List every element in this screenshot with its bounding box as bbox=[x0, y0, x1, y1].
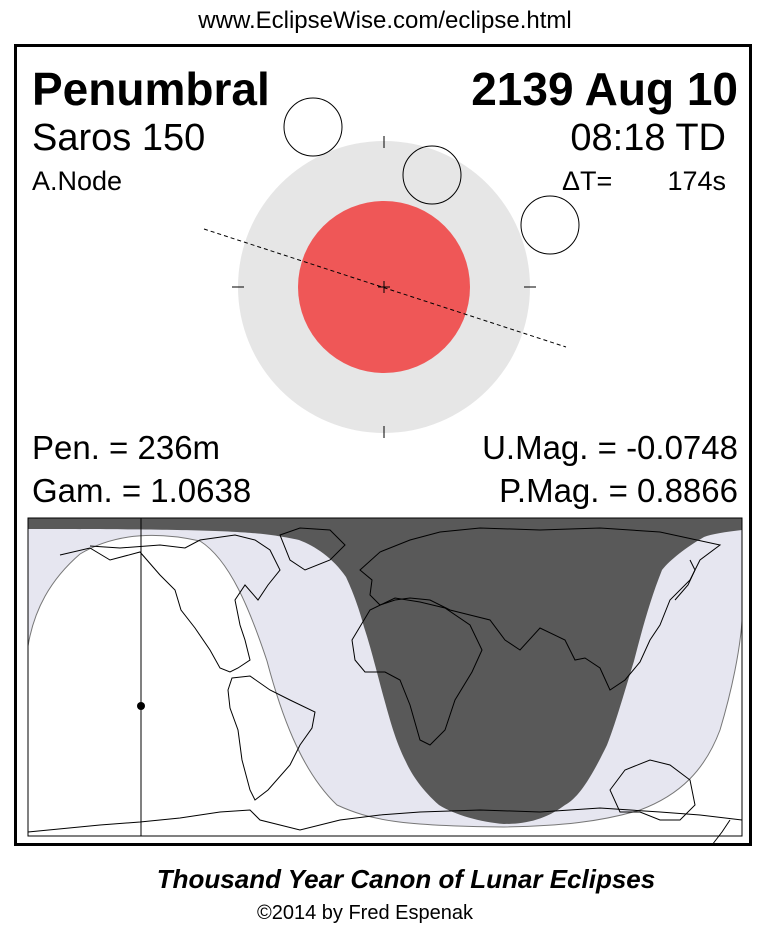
moon-greatest-eclipse bbox=[402, 145, 462, 205]
australia bbox=[609, 759, 696, 821]
map-border bbox=[27, 517, 743, 837]
japan bbox=[674, 559, 696, 601]
shadow-diagram bbox=[203, 97, 580, 438]
diagram-frame bbox=[14, 44, 752, 846]
greenland bbox=[279, 527, 346, 571]
umbral-magnitude: U.Mag. = -0.0748 bbox=[482, 429, 738, 466]
delta-t-value: 174s bbox=[667, 166, 726, 196]
visibility-map bbox=[27, 517, 743, 846]
eclipse-date: 2139 Aug 10 bbox=[471, 63, 738, 115]
saros-number: Saros 150 bbox=[32, 117, 206, 159]
night-region bbox=[28, 518, 742, 824]
greatest-eclipse-point bbox=[137, 702, 145, 710]
africa bbox=[351, 597, 483, 746]
node: A.Node bbox=[32, 166, 123, 196]
south-america bbox=[227, 675, 316, 801]
url-header: www.EclipseWise.com/eclipse.html bbox=[198, 7, 572, 34]
delta-t-label: ΔT= bbox=[562, 166, 613, 196]
no-eclipse-region bbox=[27, 534, 743, 837]
footer-title: Thousand Year Canon of Lunar Eclipses bbox=[156, 864, 656, 894]
eclipse-type: Penumbral bbox=[32, 63, 270, 115]
moon-path-line bbox=[203, 228, 567, 348]
antarctica-coast bbox=[27, 807, 743, 833]
penumbral-magnitude: P.Mag. = 0.8866 bbox=[499, 472, 738, 509]
eurasia bbox=[359, 527, 722, 691]
footer-copyright: ©2014 by Fred Espenak bbox=[257, 902, 473, 924]
north-america bbox=[59, 534, 281, 673]
coastlines bbox=[27, 527, 743, 846]
new-zealand bbox=[711, 819, 731, 846]
moon-last-contact bbox=[520, 195, 580, 255]
eclipse-time: 08:18 TD bbox=[570, 117, 726, 159]
penumbral-duration: Pen. = 236m bbox=[32, 429, 221, 466]
gamma: Gam. = 1.0638 bbox=[32, 472, 252, 509]
moon-first-contact bbox=[283, 97, 343, 157]
axis-ticks bbox=[232, 136, 536, 438]
